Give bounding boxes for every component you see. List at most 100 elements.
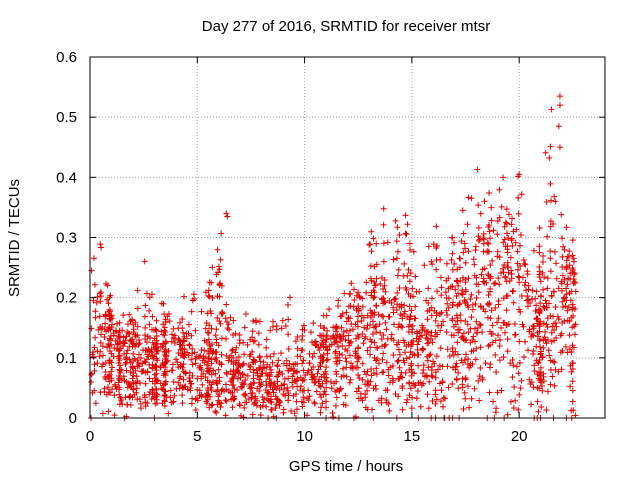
data-point xyxy=(443,277,450,284)
data-point xyxy=(368,248,375,255)
data-point xyxy=(469,301,476,308)
data-point xyxy=(544,336,551,343)
data-point xyxy=(339,342,346,349)
data-point xyxy=(489,257,496,264)
data-point xyxy=(103,280,110,287)
data-point xyxy=(285,367,292,374)
data-point xyxy=(495,275,502,282)
data-point xyxy=(396,364,403,371)
y-tick-label: 0.5 xyxy=(56,109,77,126)
data-point xyxy=(552,198,559,205)
data-point xyxy=(359,397,366,404)
data-point xyxy=(249,328,256,335)
data-point xyxy=(517,231,524,238)
data-point xyxy=(569,387,576,394)
chart-title: Day 277 of 2016, SRMTID for receiver mts… xyxy=(202,18,490,35)
data-point xyxy=(401,308,408,315)
data-point xyxy=(127,369,134,376)
data-point xyxy=(162,372,169,379)
data-point xyxy=(464,321,471,328)
data-point xyxy=(462,259,469,266)
data-point xyxy=(559,243,566,250)
data-point xyxy=(543,340,550,347)
data-point xyxy=(480,248,487,255)
data-point xyxy=(285,375,292,382)
data-point xyxy=(513,363,520,370)
data-point xyxy=(355,354,362,361)
data-point xyxy=(208,356,215,363)
data-point xyxy=(561,318,568,325)
data-point xyxy=(496,214,503,221)
data-point xyxy=(490,227,497,234)
data-point xyxy=(355,333,362,340)
data-point xyxy=(126,343,133,350)
data-point xyxy=(460,249,467,256)
data-point xyxy=(111,392,118,399)
data-point xyxy=(535,408,542,415)
data-point xyxy=(416,288,423,295)
data-point xyxy=(247,366,254,373)
data-point xyxy=(516,274,523,281)
data-point xyxy=(490,398,497,405)
data-point xyxy=(307,329,314,336)
data-point xyxy=(198,346,205,353)
data-point xyxy=(547,255,554,262)
data-point xyxy=(319,380,326,387)
data-point xyxy=(462,318,469,325)
data-point xyxy=(343,364,350,371)
data-point xyxy=(526,376,533,383)
data-point xyxy=(348,338,355,345)
data-point xyxy=(371,294,378,301)
data-point xyxy=(317,353,324,360)
data-point xyxy=(396,351,403,358)
data-point xyxy=(467,325,474,332)
data-point xyxy=(402,212,409,219)
data-point xyxy=(365,382,372,389)
data-point xyxy=(460,330,467,337)
data-point xyxy=(124,347,131,354)
data-point xyxy=(133,373,140,380)
data-point xyxy=(406,392,413,399)
data-point xyxy=(162,380,169,387)
data-point xyxy=(432,317,439,324)
data-point xyxy=(508,237,515,244)
data-point xyxy=(480,235,487,242)
data-point xyxy=(393,307,400,314)
data-point xyxy=(294,368,301,375)
data-point xyxy=(425,285,432,292)
data-point xyxy=(528,401,535,408)
data-point xyxy=(442,289,449,296)
data-point xyxy=(224,213,231,220)
data-point xyxy=(198,373,205,380)
data-point xyxy=(417,403,424,410)
data-point xyxy=(437,398,444,405)
data-point xyxy=(570,258,577,265)
data-point xyxy=(547,312,554,319)
data-point xyxy=(561,294,568,301)
data-point xyxy=(286,360,293,367)
data-point xyxy=(263,353,270,360)
data-point xyxy=(484,300,491,307)
data-point xyxy=(500,353,507,360)
data-point xyxy=(188,308,195,315)
data-point xyxy=(371,339,378,346)
data-point xyxy=(455,290,462,297)
data-point xyxy=(424,391,431,398)
data-point xyxy=(142,302,149,309)
data-point xyxy=(92,314,99,321)
data-point xyxy=(455,327,462,334)
data-point xyxy=(533,288,540,295)
data-point xyxy=(514,260,521,267)
data-point xyxy=(116,391,123,398)
data-point xyxy=(88,379,95,386)
data-point xyxy=(290,370,297,377)
data-point xyxy=(264,395,271,402)
data-point xyxy=(515,194,522,201)
data-point xyxy=(472,300,479,307)
data-point xyxy=(158,300,165,307)
data-point xyxy=(142,380,149,387)
data-point xyxy=(181,293,188,300)
data-point xyxy=(539,354,546,361)
data-point xyxy=(142,359,149,366)
data-point xyxy=(452,286,459,293)
